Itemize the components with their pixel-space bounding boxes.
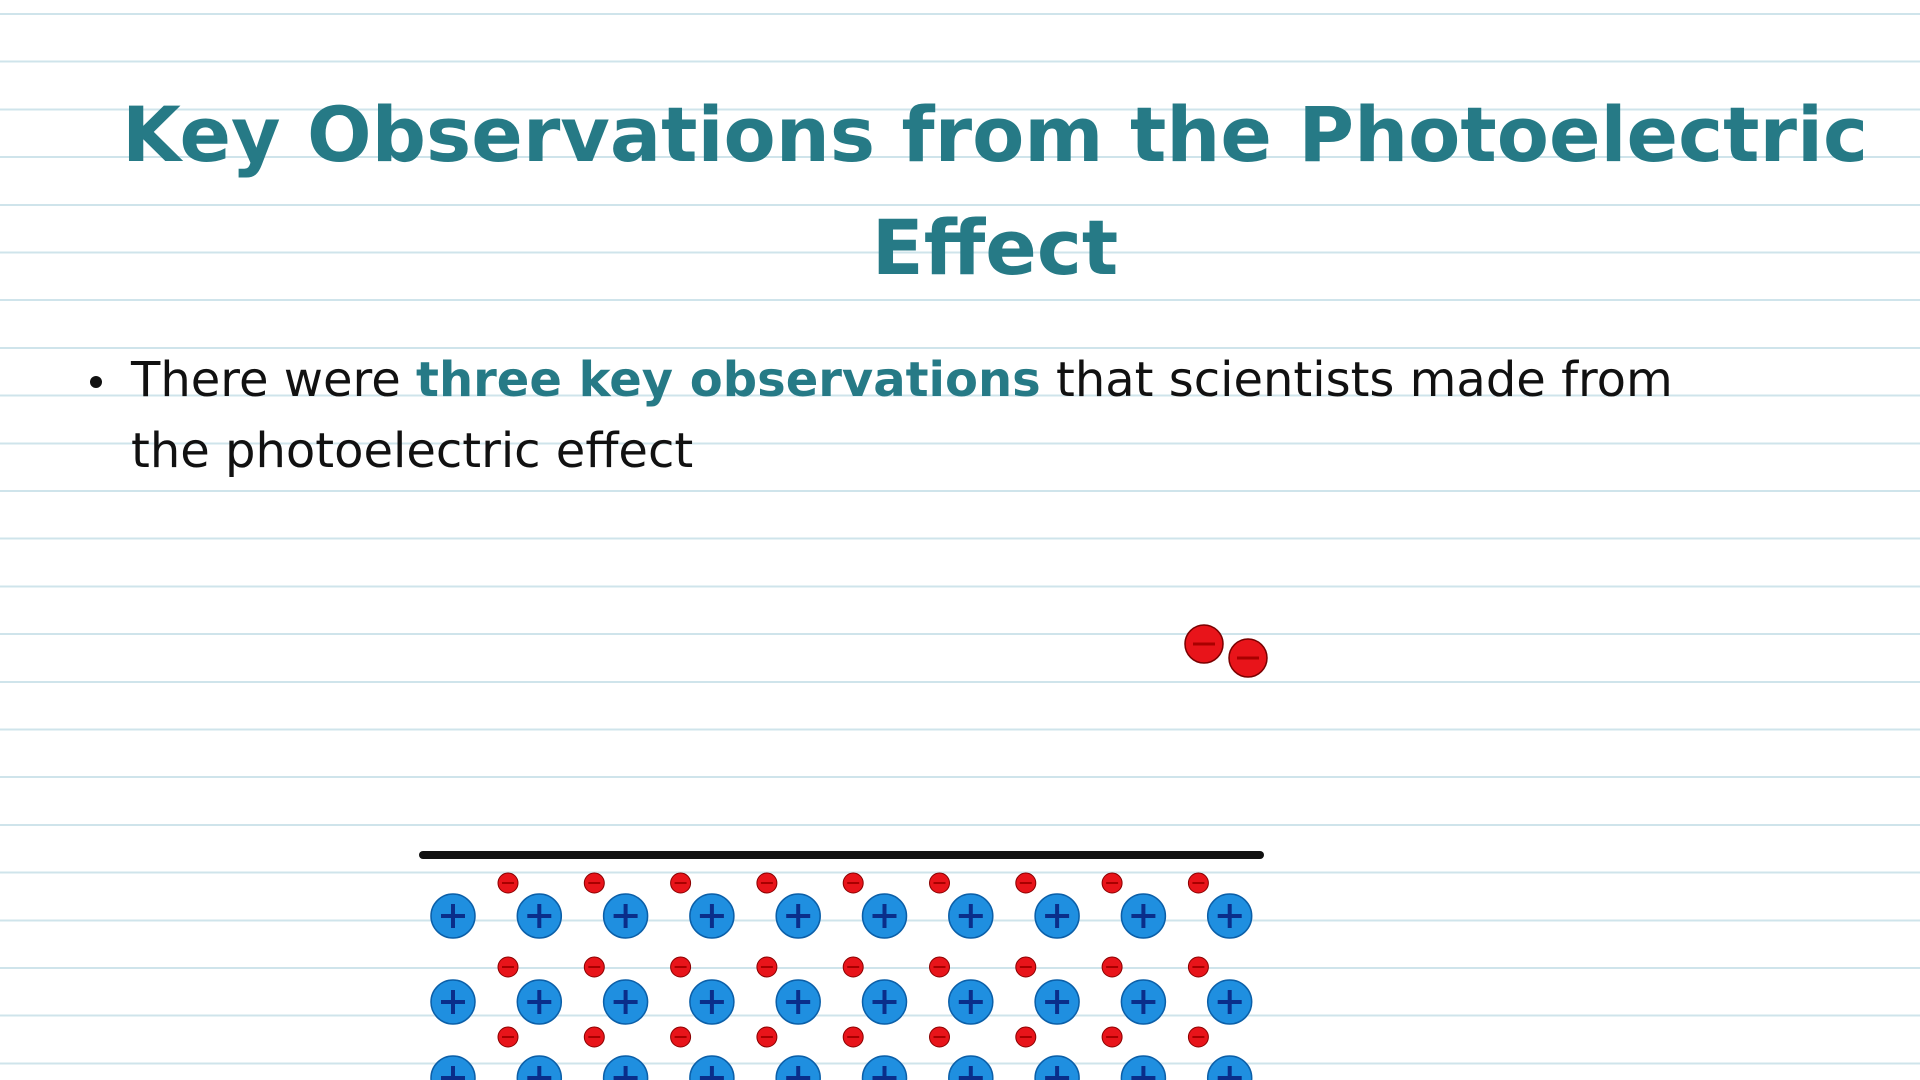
bullet-text: There were	[131, 352, 416, 408]
lattice	[430, 872, 1253, 1080]
bullet-text: that scientists made from the photoelect…	[131, 352, 1673, 479]
ejected-electron	[1184, 624, 1224, 664]
slide-title: Key Observations from the Photoelectric …	[121, 90, 1869, 292]
bullet-list: There were three key observations that s…	[84, 345, 1764, 487]
bullet-item: There were three key observations that s…	[84, 345, 1764, 487]
bullet-highlight: three key observations	[416, 352, 1041, 408]
ejected-electron	[1228, 638, 1268, 678]
